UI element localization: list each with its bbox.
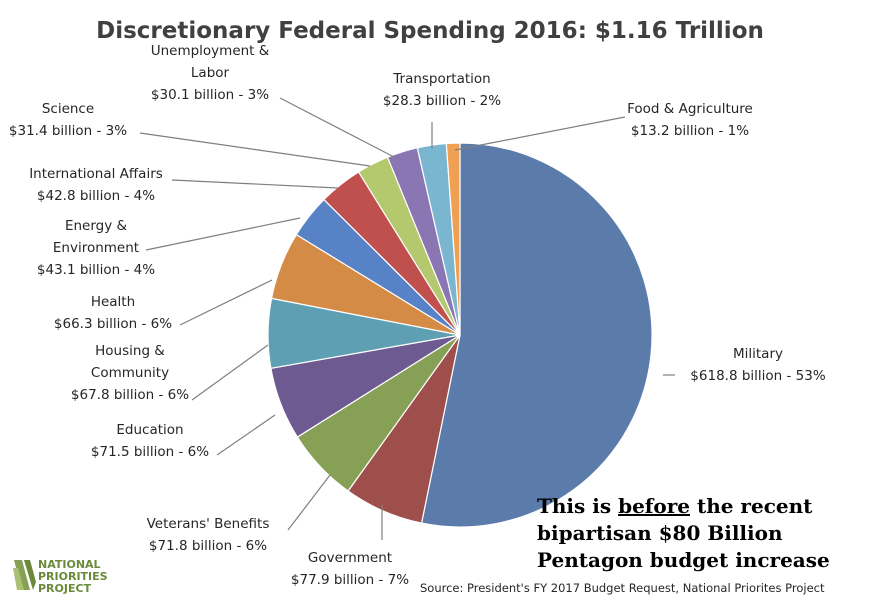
pie-slice-food-agriculture [445, 142, 461, 336]
leader-line-unemployment-labor [279, 97, 397, 159]
leader-line-health [179, 279, 273, 326]
logo-mark-icon [13, 560, 36, 590]
leader-line-energy-environment [145, 217, 301, 251]
slice-label-health: Health $66.3 billion - 6% [54, 294, 172, 332]
slice-label-veterans-benefits: Veterans' Benefits $71.8 billion - 6% [147, 516, 270, 554]
chart-title: Discretionary Federal Spending 2016: $1.… [96, 18, 764, 44]
logo-line-3: PROJECT [38, 582, 92, 595]
pie-slices [267, 142, 653, 528]
slice-label-international-affairs: International Affairs $42.8 billion - 4% [29, 166, 163, 204]
leader-line-food-agriculture [454, 116, 626, 151]
leader-line-education [216, 414, 276, 456]
annotation-line-2: bipartisan $80 Billion [537, 521, 783, 545]
slice-label-energy-environment: Energy & Environment $43.1 billion - 4% [37, 218, 155, 278]
annotation-line-3: Pentagon budget increase [537, 548, 830, 572]
slice-labels: Military $618.8 billion - 53% Government $7… [9, 43, 826, 588]
leader-line-veterans-benefits [287, 474, 331, 531]
slice-label-education: Education $71.5 billion - 6% [91, 422, 209, 460]
leader-line-science [139, 132, 371, 167]
leader-line-international-affairs [171, 179, 339, 189]
pie-slice-military [420, 142, 653, 528]
logo-line-1: NATIONAL [38, 558, 101, 571]
slice-label-food-agriculture: Food & Agriculture $13.2 billion - 1% [627, 101, 753, 139]
logo-line-2: PRIORITIES [38, 570, 108, 583]
slice-label-housing-community: Housing & Community $67.8 billion - 6% [71, 343, 189, 403]
leader-lines [139, 97, 675, 540]
source-note: Source: President's FY 2017 Budget Reque… [420, 581, 825, 595]
npp-logo: NATIONAL PRIORITIES PROJECT [13, 558, 108, 595]
slice-label-government: Government $77.9 billion - 7% [291, 550, 409, 588]
leader-line-housing-community [191, 344, 269, 401]
slice-label-transportation: Transportation $28.3 billion - 2% [383, 71, 501, 109]
slice-label-science: Science $31.4 billion - 3% [9, 101, 127, 139]
slice-label-military: Military $618.8 billion - 53% [690, 346, 826, 384]
slice-label-unemployment-labor: Unemployment & Labor $30.1 billion - 3% [151, 43, 270, 103]
annotation-line-1: This is before the recent [537, 494, 813, 518]
